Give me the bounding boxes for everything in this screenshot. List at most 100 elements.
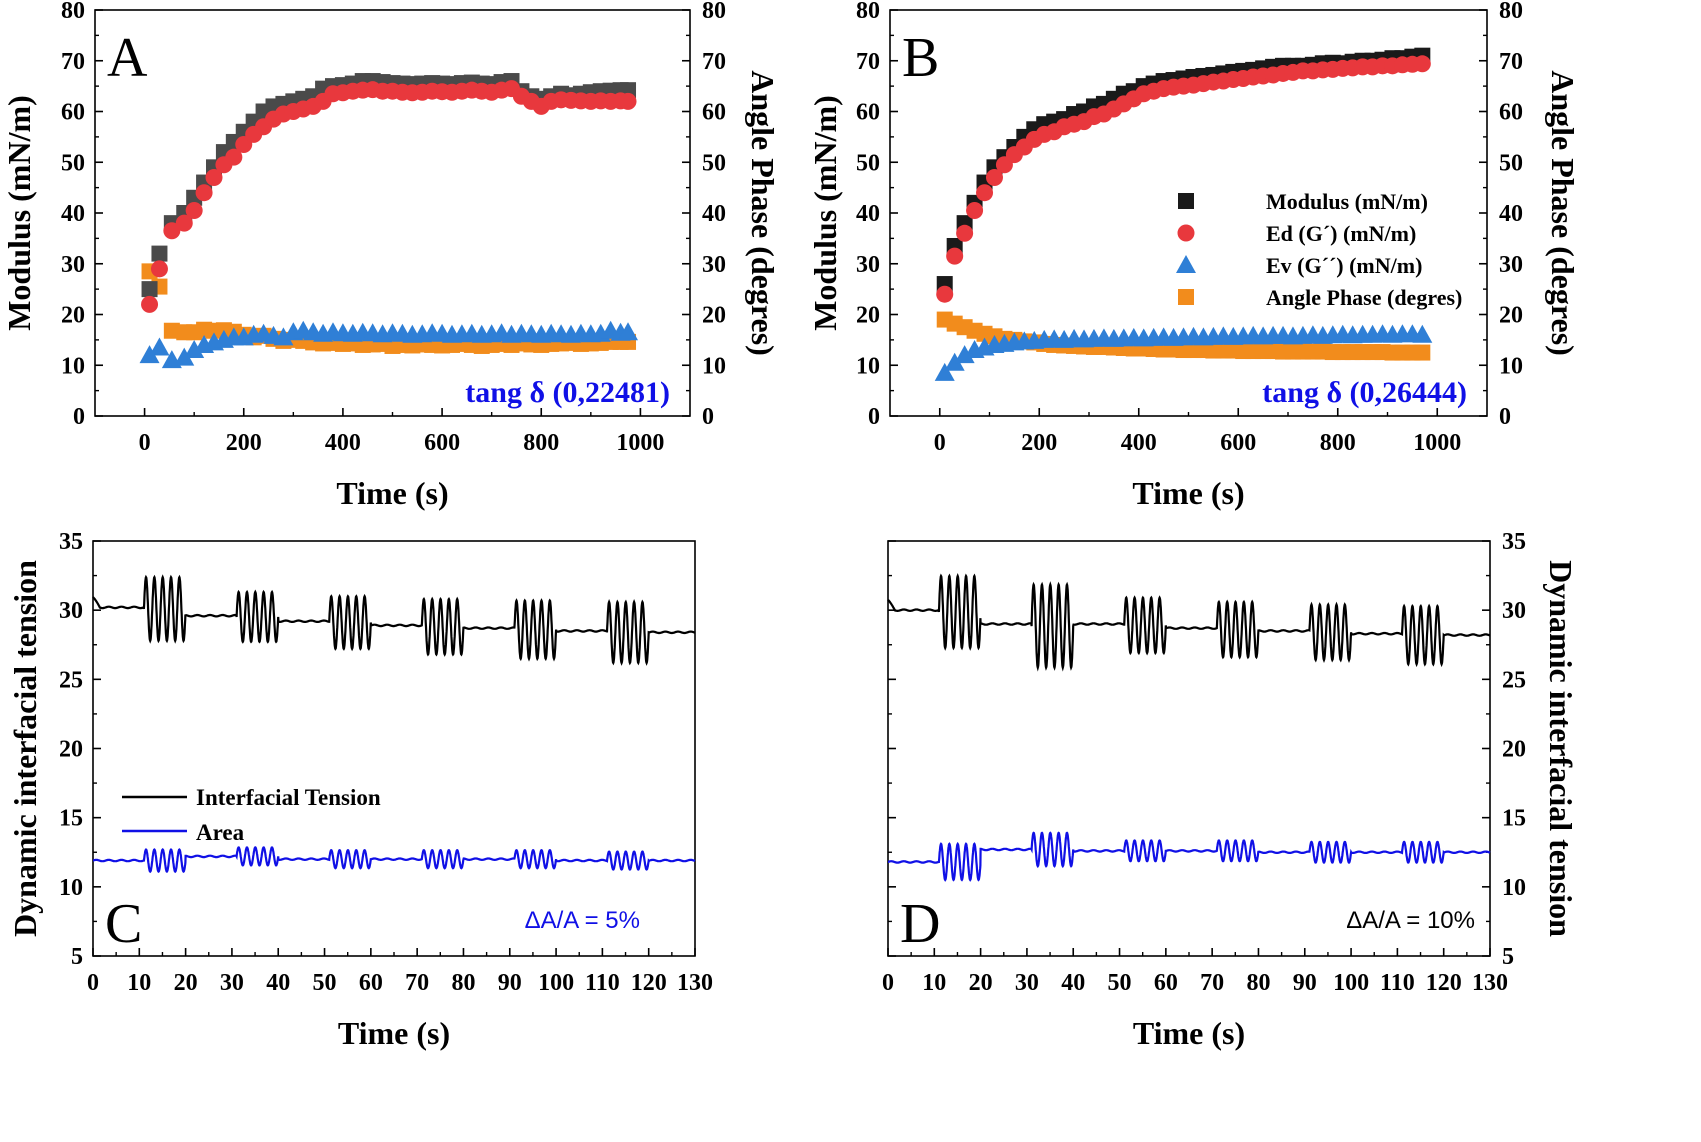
x-tick-label: 0 bbox=[139, 430, 151, 456]
y2-tick-label: 60 bbox=[1499, 100, 1523, 126]
panel-c: 0 10 20 30 40 50 60 70 80 90 100 110 120 130 5 10 15 20 25… bbox=[7, 529, 713, 1051]
x-tick-label: 110 bbox=[585, 970, 620, 996]
x-tick-label: 0 bbox=[87, 970, 99, 996]
ev-point bbox=[149, 337, 170, 356]
x-tick-label: 100 bbox=[538, 970, 574, 996]
tan-delta-annotation: tang δ (0,26444) bbox=[1262, 376, 1467, 409]
y-axis-label: Dynamic interfacial tension bbox=[7, 560, 43, 937]
series-ev bbox=[139, 320, 639, 369]
y-tick-label: 70 bbox=[61, 49, 85, 75]
y-tick-label: 35 bbox=[59, 529, 83, 555]
ed-point bbox=[1413, 55, 1431, 73]
y2-tick-label: 30 bbox=[702, 252, 726, 278]
x-tick-label: 40 bbox=[1061, 970, 1085, 996]
y2-axis-label: Angle Phase (degres) bbox=[1545, 70, 1581, 356]
series-ed bbox=[141, 80, 637, 313]
y-tick-label: 15 bbox=[59, 806, 83, 832]
ed-point bbox=[163, 222, 181, 240]
legend-marker-modulus bbox=[1178, 193, 1194, 209]
ed-point bbox=[141, 295, 159, 313]
y2-tick-label: 10 bbox=[702, 353, 726, 379]
legend-marker-ev bbox=[1176, 255, 1196, 273]
ed-point bbox=[185, 201, 203, 219]
panel-b: 0 200 400 600 800 100001020304050607080010203… bbox=[807, 0, 1581, 511]
x-axis-label: Time (s) bbox=[1132, 475, 1244, 511]
ed-point bbox=[150, 260, 168, 278]
y2-tick-label: 30 bbox=[1502, 598, 1526, 624]
y-tick-label: 0 bbox=[73, 404, 85, 430]
x-tick-label: 10 bbox=[922, 970, 946, 996]
ed-point bbox=[205, 168, 223, 186]
y2-tick-label: 20 bbox=[1499, 303, 1523, 329]
y-tick-label: 10 bbox=[59, 875, 83, 901]
x-tick-label: 20 bbox=[174, 970, 198, 996]
x-tick-label: 0 bbox=[882, 970, 894, 996]
x-tick-label: 130 bbox=[677, 970, 713, 996]
y2-tick-label: 10 bbox=[1502, 875, 1526, 901]
y2-tick-label: 50 bbox=[1499, 150, 1523, 176]
y-tick-label: 50 bbox=[61, 150, 85, 176]
x-tick-label: 80 bbox=[1246, 970, 1270, 996]
x-tick-label: 30 bbox=[1015, 970, 1039, 996]
x-tick-label: 80 bbox=[451, 970, 475, 996]
legend-marker-ed bbox=[1177, 224, 1195, 242]
panel-label: B bbox=[902, 27, 939, 89]
y2-tick-label: 20 bbox=[702, 303, 726, 329]
modulus-point bbox=[151, 245, 168, 262]
area-line bbox=[887, 831, 1491, 882]
ev-point bbox=[944, 352, 965, 371]
y-tick-label: 30 bbox=[856, 252, 880, 278]
x-tick-label: 100 bbox=[1333, 970, 1369, 996]
y2-tick-label: 35 bbox=[1502, 529, 1526, 555]
legend-marker-angle bbox=[1178, 289, 1194, 305]
y2-tick-label: 50 bbox=[702, 150, 726, 176]
x-tick-label: 400 bbox=[1121, 430, 1157, 456]
x-tick-label: 50 bbox=[313, 970, 337, 996]
y-tick-label: 0 bbox=[868, 404, 880, 430]
y-tick-label: 10 bbox=[61, 353, 85, 379]
ev-point bbox=[184, 340, 205, 359]
ed-point bbox=[956, 224, 974, 242]
x-tick-label: 110 bbox=[1380, 970, 1415, 996]
ev-point bbox=[1412, 324, 1433, 343]
y-tick-label: 70 bbox=[856, 49, 880, 75]
y-tick-label: 5 bbox=[71, 944, 83, 970]
ed-point bbox=[976, 184, 994, 202]
ed-point bbox=[195, 184, 213, 202]
x-tick-label: 1000 bbox=[1413, 430, 1461, 456]
x-tick-label: 200 bbox=[1021, 430, 1057, 456]
y2-tick-label: 0 bbox=[702, 404, 714, 430]
y-tick-label: 40 bbox=[61, 201, 85, 227]
x-tick-label: 800 bbox=[1320, 430, 1356, 456]
legend-label-ed: Ed (G´) (mN/m) bbox=[1266, 221, 1416, 246]
ed-point bbox=[619, 92, 637, 110]
angle-point bbox=[163, 322, 180, 339]
y-tick-label: 30 bbox=[61, 252, 85, 278]
x-axis-label: Time (s) bbox=[336, 475, 448, 511]
x-tick-label: 50 bbox=[1108, 970, 1132, 996]
area-line bbox=[92, 846, 696, 874]
ed-point bbox=[225, 148, 243, 166]
angle-point bbox=[1414, 344, 1431, 361]
x-tick-label: 120 bbox=[1426, 970, 1462, 996]
ev-point bbox=[174, 347, 195, 366]
legend: Interfacial Tension Area bbox=[122, 785, 381, 845]
y2-tick-label: 25 bbox=[1502, 667, 1526, 693]
x-tick-label: 200 bbox=[226, 430, 262, 456]
x-tick-label: 60 bbox=[359, 970, 383, 996]
x-tick-label: 90 bbox=[1293, 970, 1317, 996]
y2-axis-label: Dynamic interfacial tension bbox=[1543, 560, 1579, 937]
y2-tick-label: 70 bbox=[702, 49, 726, 75]
y-tick-label: 50 bbox=[856, 150, 880, 176]
y-tick-label: 30 bbox=[59, 598, 83, 624]
x-tick-label: 600 bbox=[424, 430, 460, 456]
x-tick-label: 800 bbox=[523, 430, 559, 456]
delta-a-annotation: ΔA/A = 5% bbox=[525, 907, 640, 934]
x-tick-label: 1000 bbox=[616, 430, 664, 456]
x-tick-label: 40 bbox=[266, 970, 290, 996]
y2-tick-label: 5 bbox=[1502, 944, 1514, 970]
y2-tick-label: 30 bbox=[1499, 252, 1523, 278]
x-tick-label: 130 bbox=[1472, 970, 1508, 996]
y-tick-label: 20 bbox=[856, 303, 880, 329]
